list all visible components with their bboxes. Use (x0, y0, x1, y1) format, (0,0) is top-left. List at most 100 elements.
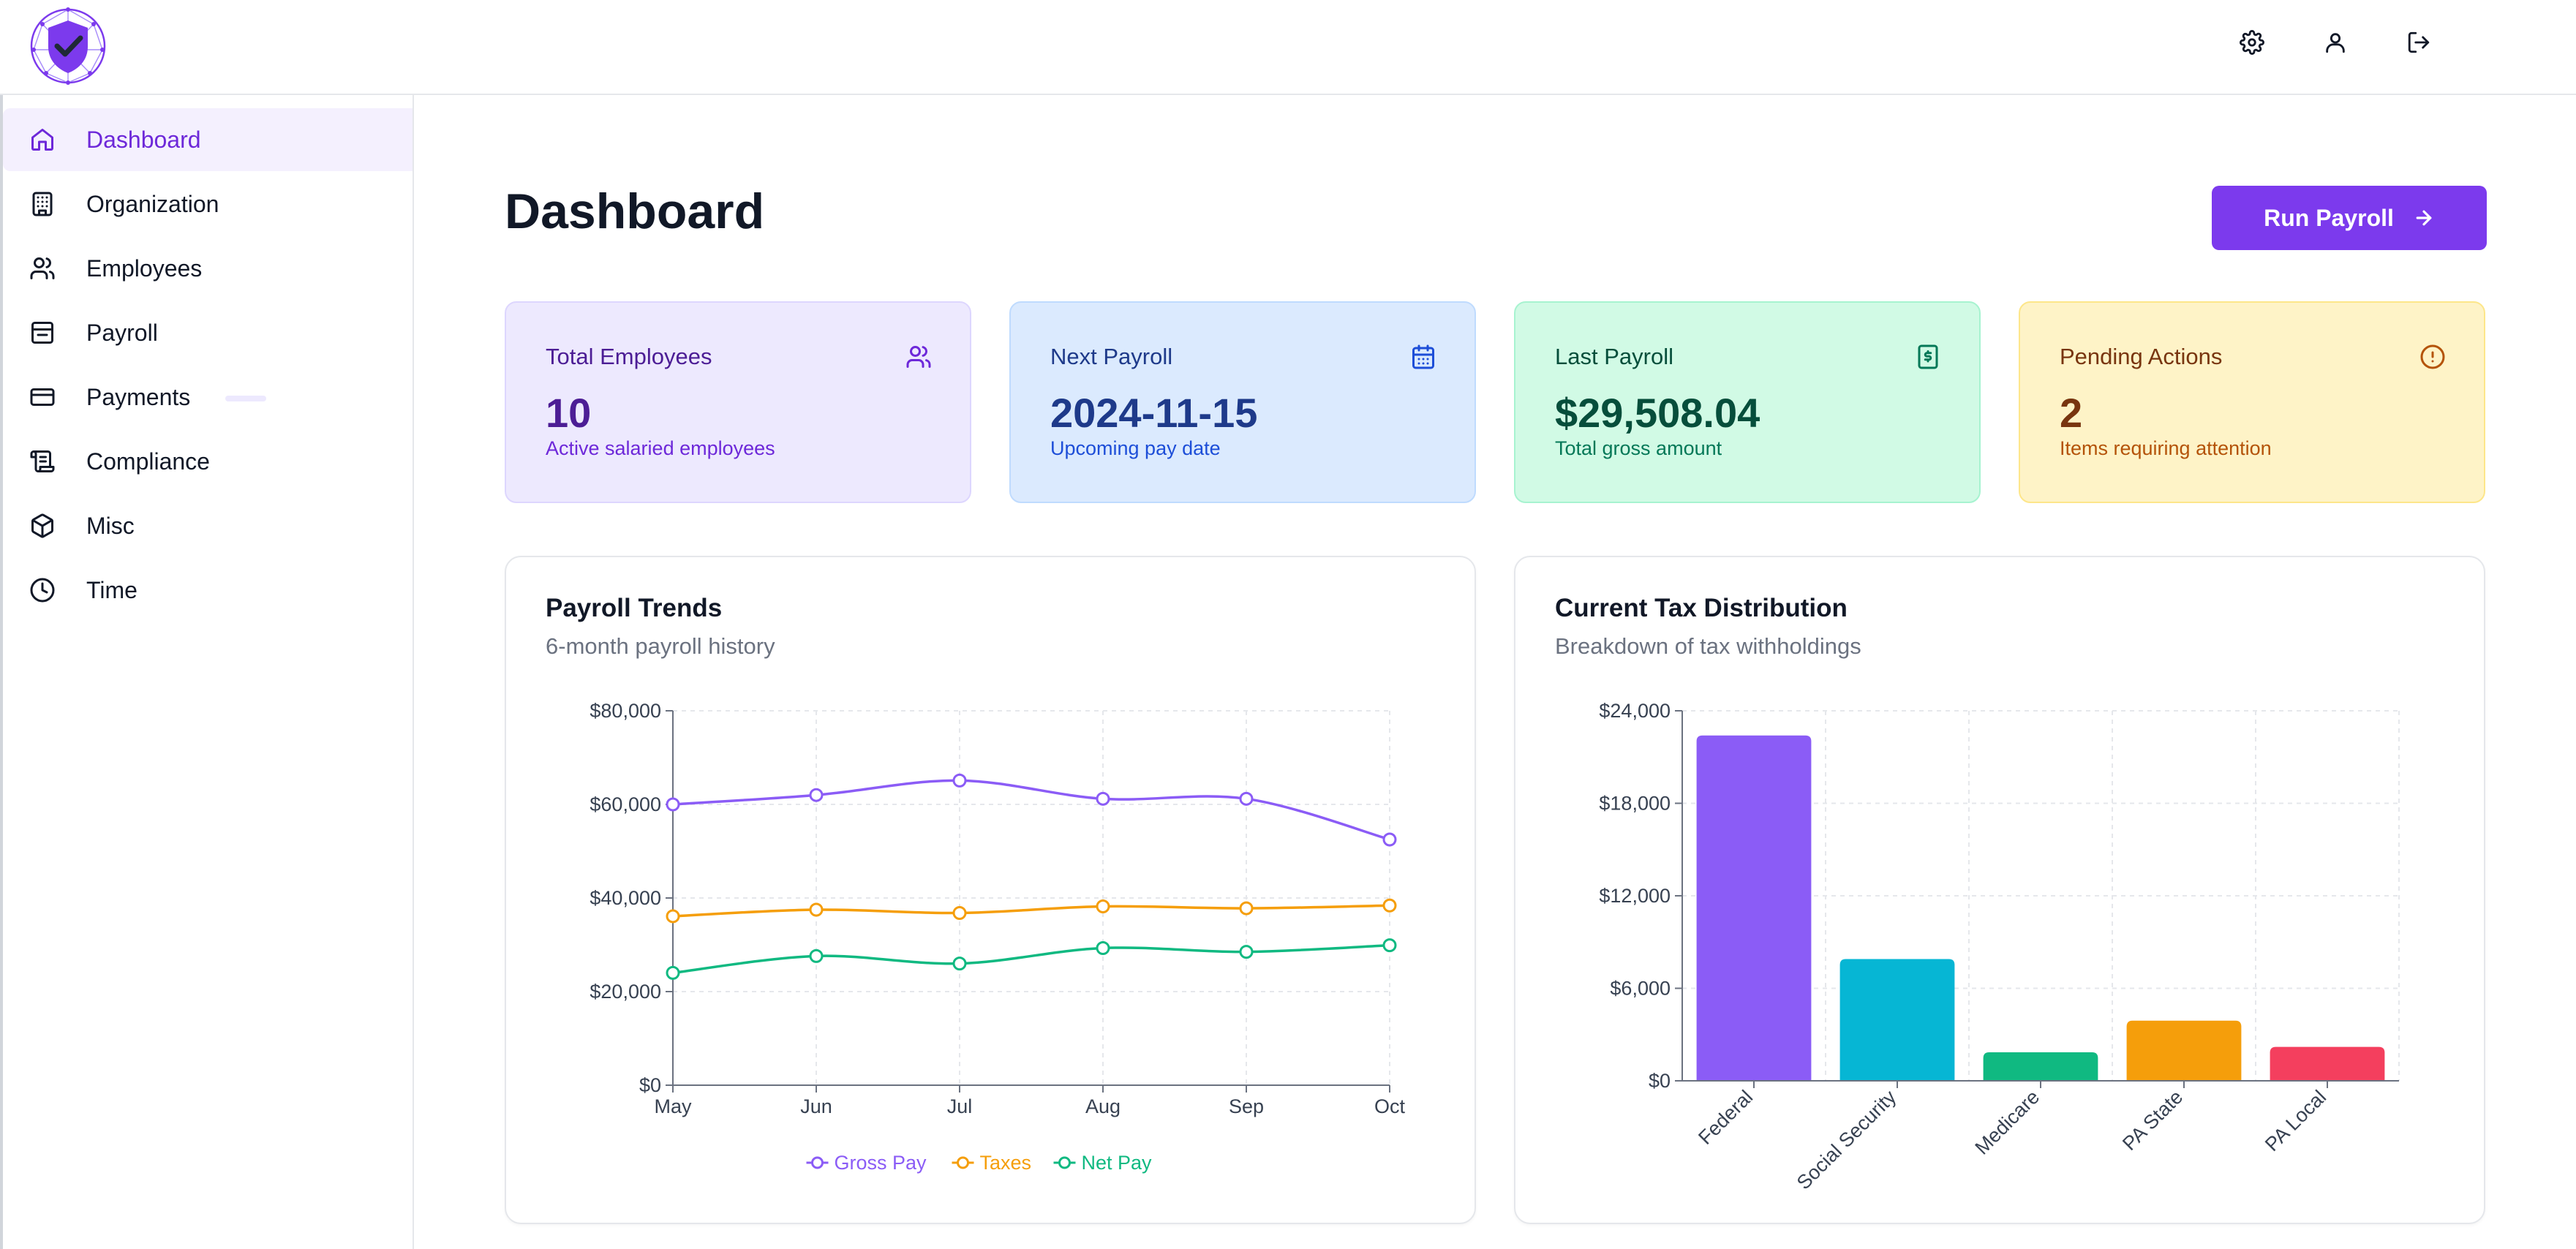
tax-distribution-panel: Current Tax Distribution Breakdown of ta… (1514, 556, 2485, 1224)
y-tick-label: $20,000 (590, 981, 661, 1003)
legend-marker (1058, 1156, 1071, 1169)
data-point (666, 965, 680, 980)
sidebar-item-employees[interactable]: Employees (3, 237, 413, 300)
sidebar-item-payments[interactable]: Payments (3, 366, 413, 429)
x-tick-label: Jun (800, 1095, 832, 1117)
data-point (1096, 791, 1110, 806)
logout-icon (2408, 31, 2430, 53)
logout-button[interactable] (2399, 23, 2438, 62)
x-tick-label: May (654, 1095, 692, 1117)
legend-label: Taxes (980, 1152, 1032, 1174)
bar-federal (1696, 735, 1812, 1081)
legend-marker (811, 1156, 824, 1169)
bar-social-security (1839, 959, 1955, 1081)
stat-card-value: 2024-11-15 (1050, 390, 1258, 436)
settings-button[interactable] (2232, 23, 2272, 62)
dollar-receipt-icon (1915, 344, 1941, 370)
sidebar-item-label: Employees (86, 254, 203, 282)
stat-card-label: Pending Actions (2060, 344, 2223, 369)
x-tick-label: Federal (1694, 1086, 1757, 1149)
bar-medicare (1983, 1052, 2098, 1081)
data-point (809, 948, 824, 963)
sidebar-item-compliance[interactable]: Compliance (3, 430, 413, 493)
stat-card-next-payroll[interactable]: Next Payroll 2024-11-15 Upcoming pay dat… (1009, 301, 1476, 503)
series-line-net-pay (672, 943, 1390, 975)
data-point (1382, 938, 1397, 953)
stat-card-subtext: Items requiring attention (2060, 437, 2272, 459)
run-payroll-button[interactable]: Run Payroll (2212, 186, 2487, 250)
sidebar-item-organization[interactable]: Organization (3, 173, 413, 235)
y-tick-label: $6,000 (1610, 978, 1671, 1000)
stat-card-subtext: Active salaried employees (546, 437, 775, 459)
home-icon (29, 127, 56, 153)
page-title: Dashboard (505, 184, 765, 239)
y-tick-label: $0 (1649, 1070, 1671, 1092)
stat-card-label: Next Payroll (1050, 344, 1173, 369)
building-icon (29, 191, 56, 217)
stat-card-subtext: Total gross amount (1555, 437, 1722, 459)
package-icon (29, 513, 56, 539)
series-line-taxes (672, 904, 1390, 918)
sidebar-item-label: Compliance (86, 448, 210, 475)
users-icon (29, 255, 56, 282)
profile-button[interactable] (2316, 23, 2355, 62)
legend-label: Gross Pay (835, 1152, 927, 1174)
sidebar-item-time[interactable]: Time (3, 559, 413, 622)
data-point (1382, 898, 1397, 913)
data-point (952, 773, 967, 788)
credit-card-icon (29, 384, 56, 410)
data-point (1382, 832, 1397, 847)
users-icon (905, 344, 932, 370)
data-point (1239, 945, 1254, 959)
data-point (952, 905, 967, 920)
stat-card-total-employees[interactable]: Total Employees 10 Active salaried emplo… (505, 301, 971, 503)
stat-card-pending-actions[interactable]: Pending Actions 2 Items requiring attent… (2019, 301, 2485, 503)
x-tick-label: PA State (2118, 1086, 2187, 1155)
bar-pa-state (2126, 1020, 2242, 1081)
payroll-trends-panel: Payroll Trends 6-month payroll history $… (505, 556, 1476, 1224)
stat-card-last-payroll[interactable]: Last Payroll $29,508.04 Total gross amou… (1514, 301, 1981, 503)
x-tick-label: PA Local (2261, 1086, 2330, 1155)
y-tick-label: $12,000 (1599, 885, 1671, 907)
run-payroll-label: Run Payroll (2264, 204, 2394, 231)
sidebar-item-label: Dashboard (86, 126, 201, 153)
data-point (1239, 791, 1254, 806)
series-line-gross-pay (672, 779, 1390, 841)
chart-subtitle: Breakdown of tax withholdings (1555, 633, 1861, 659)
sidebar-item-payroll[interactable]: Payroll (3, 301, 413, 364)
stat-card-value: 10 (546, 390, 592, 436)
arrow-right-icon (2416, 210, 2432, 226)
data-point (809, 902, 824, 917)
data-point (1239, 901, 1254, 916)
tax-distribution-chart: $0 $6,000 $12,000 $18,000 $24,000 Federal Soci… (1599, 700, 2400, 1194)
sidebar-item-dashboard[interactable]: Dashboard (3, 108, 413, 171)
window-edge (0, 0, 3, 1249)
gear-icon (2240, 30, 2264, 55)
clock-icon (29, 577, 56, 603)
chart-title: Current Tax Distribution (1555, 594, 1848, 622)
stat-card-label: Last Payroll (1555, 344, 1673, 369)
x-tick-label: Jul (947, 1095, 973, 1117)
x-tick-label: Medicare (1971, 1086, 2044, 1159)
sidebar: Dashboard Organization Employees Payroll… (0, 95, 414, 1249)
x-tick-label: Aug (1085, 1095, 1121, 1117)
sidebar-item-label: Organization (86, 190, 219, 217)
top-header (0, 0, 2576, 95)
chart-subtitle: 6-month payroll history (546, 633, 775, 659)
stat-card-subtext: Upcoming pay date (1050, 437, 1221, 459)
y-tick-label: $18,000 (1599, 793, 1671, 815)
shield-check-logo-icon[interactable] (28, 6, 108, 86)
scroll-icon (29, 448, 56, 475)
data-point (666, 797, 680, 812)
payments-indicator (225, 396, 266, 401)
data-point (1096, 940, 1110, 955)
data-point (809, 788, 824, 802)
legend-marker (957, 1156, 969, 1169)
data-point (952, 956, 967, 971)
y-tick-label: $40,000 (590, 887, 661, 909)
y-tick-label: $60,000 (590, 793, 661, 815)
sidebar-item-label: Time (86, 576, 138, 603)
sidebar-item-misc[interactable]: Misc (3, 494, 413, 557)
x-tick-label: Sep (1229, 1095, 1264, 1117)
stat-card-value: 2 (2060, 390, 2083, 436)
